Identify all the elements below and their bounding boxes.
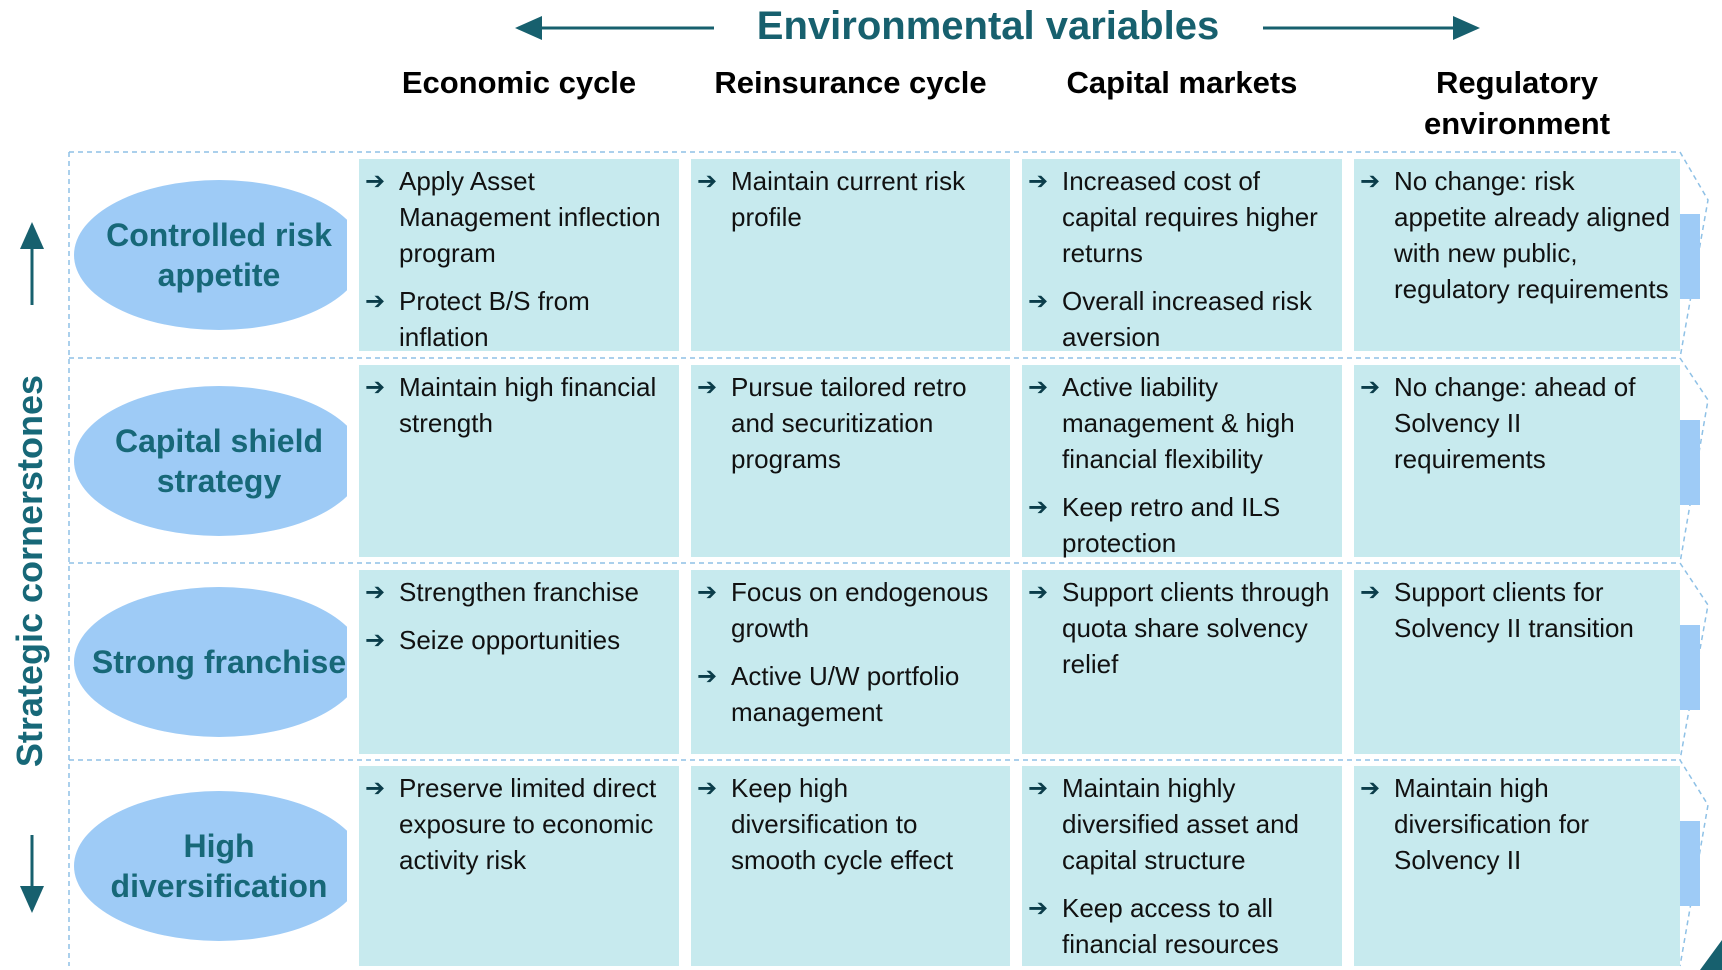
- bullet: Preserve limited direct exposure to econ…: [365, 770, 673, 878]
- bullet: Maintain highly diversified asset and ca…: [1028, 770, 1336, 878]
- cell: No change: risk appetite already aligned…: [1354, 159, 1680, 351]
- side-tab: [1680, 625, 1700, 710]
- bullet: Focus on endogenous growth: [697, 574, 1004, 646]
- cell: Maintain high diversification for Solven…: [1354, 766, 1680, 966]
- bullet: Overall increased risk aversion: [1028, 283, 1336, 355]
- cell: Focus on endogenous growth Active U/W por…: [691, 570, 1010, 754]
- bullet: Strengthen franchise: [365, 574, 673, 610]
- column-header: Regulatory environment: [1423, 65, 1611, 141]
- bullet: Keep retro and ILS protection: [1028, 489, 1336, 561]
- cell: Maintain highly diversified asset and ca…: [1022, 766, 1342, 966]
- column-header: Economic cycle: [401, 65, 637, 100]
- bullet: Maintain high diversification for Solven…: [1360, 770, 1674, 878]
- label-clip: Capital shield strategy: [70, 381, 347, 541]
- cell: Preserve limited direct exposure to econ…: [359, 766, 679, 966]
- cell: No change: ahead of Solvency II requirem…: [1354, 365, 1680, 557]
- row-label: Capital shield strategy: [74, 386, 347, 536]
- label-clip: High diversification: [70, 786, 347, 946]
- column-header: Capital markets: [1066, 65, 1298, 100]
- cell: Increased cost of capital requires highe…: [1022, 159, 1342, 352]
- bullet: Apply Asset Management inflection progra…: [365, 163, 673, 271]
- bullet: Seize opportunities: [365, 622, 673, 658]
- bullet: Protect B/S from inflation: [365, 283, 673, 355]
- bullet: Keep access to all financial resources: [1028, 890, 1336, 962]
- bullet: Increased cost of capital requires highe…: [1028, 163, 1336, 271]
- cell: Maintain high financial strength: [359, 365, 679, 557]
- bullet: No change: ahead of Solvency II requirem…: [1360, 369, 1674, 477]
- side-tab: [1680, 420, 1700, 505]
- label-clip: Controlled risk appetite: [70, 175, 347, 335]
- title: Environmental variables: [756, 4, 1220, 48]
- bullet: Maintain high financial strength: [365, 369, 673, 441]
- label-clip: Strong franchise: [70, 582, 347, 742]
- row-label: Controlled risk appetite: [74, 180, 347, 330]
- bullet: Active liability management & high finan…: [1028, 369, 1336, 477]
- bullet: Active U/W portfolio management: [697, 658, 1004, 730]
- corner: [1700, 940, 1722, 970]
- cell: Support clients for Solvency II transiti…: [1354, 570, 1680, 754]
- cell: Support clients through quota share solv…: [1022, 570, 1342, 754]
- bullet: No change: risk appetite already aligned…: [1360, 163, 1674, 307]
- cell: Maintain current risk profile: [691, 159, 1010, 351]
- row-label: Strong franchise: [74, 587, 347, 737]
- bullet: Keep high diversification to smooth cycl…: [697, 770, 1004, 878]
- cell: Pursue tailored retro and securitization…: [691, 365, 1010, 557]
- cell: Apply Asset Management inflection progra…: [359, 159, 679, 352]
- cell: Strengthen franchise Seize opportunities: [359, 570, 679, 754]
- row-label: High diversification: [74, 791, 347, 941]
- side-tab: [1680, 214, 1700, 299]
- bullet: Maintain current risk profile: [697, 163, 1004, 235]
- side-tab: [1680, 821, 1700, 906]
- bullet: Support clients for Solvency II transiti…: [1360, 574, 1674, 646]
- side-label: Strategic cornerstones: [9, 374, 50, 768]
- cell: Active liability management & high finan…: [1022, 365, 1342, 558]
- bullet: Support clients through quota share solv…: [1028, 574, 1336, 682]
- column-header: Reinsurance cycle: [714, 65, 987, 100]
- bullet: Pursue tailored retro and securitization…: [697, 369, 1004, 477]
- cell: Keep high diversification to smooth cycl…: [691, 766, 1010, 966]
